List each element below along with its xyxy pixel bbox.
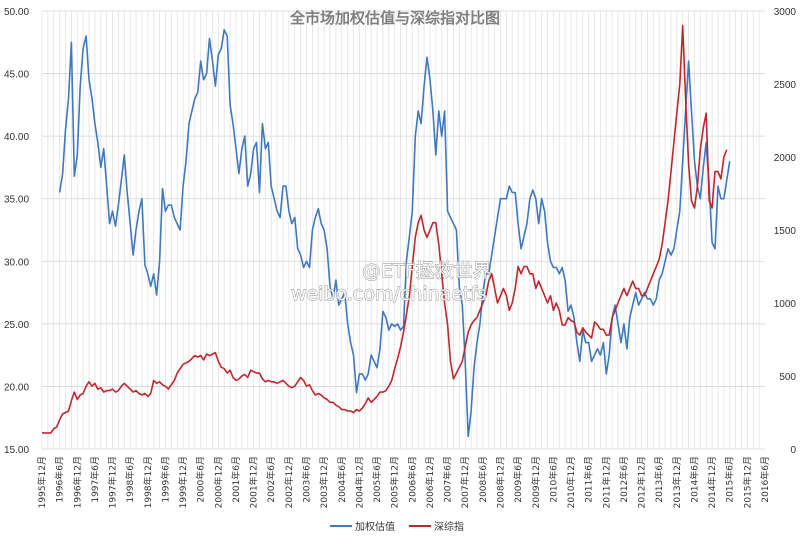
x-tick-label: 2014年6月 [688, 456, 700, 503]
legend-label: 深综指 [434, 520, 464, 533]
series-line-szse-composite [42, 24, 728, 434]
x-tick-label: 2003年12月 [318, 456, 330, 508]
x-tick-label: 2002年12月 [283, 456, 295, 508]
legend: 加权估值 深综指 [330, 520, 464, 533]
x-tick-label: 2011年12月 [600, 456, 612, 508]
right-y-tick-label: 2500 [774, 80, 797, 91]
chart-title: 全市场加权估值与深综指对比图 [289, 9, 500, 27]
x-tick-label: 2010年12月 [565, 456, 577, 508]
x-tick-label: 2007年6月 [442, 456, 454, 503]
x-tick-label: 2001年6月 [230, 456, 242, 503]
x-tick-label: 2000年6月 [195, 456, 207, 503]
left-y-tick-label: 30.00 [4, 257, 29, 268]
right-y-tick-label: 0 [790, 445, 796, 456]
x-tick-label: 2011年6月 [583, 456, 595, 503]
x-tick-label: 2013年12月 [671, 456, 683, 508]
watermark-handle: @ETF拯救世界 [362, 260, 492, 282]
x-tick-label: 1999年6月 [159, 456, 171, 503]
x-tick-label: 2014年12月 [706, 456, 718, 508]
x-tick-label: 1995年12月 [36, 456, 48, 508]
x-tick-label: 2013年6月 [653, 456, 665, 503]
right-y-tick-label: 500 [779, 372, 796, 383]
series-layer [42, 24, 731, 438]
x-tick-label: 2007年12月 [459, 456, 471, 508]
x-tick-label: 2016年6月 [759, 456, 771, 503]
x-tick-label: 1998年6月 [124, 456, 136, 503]
watermark-url: weibo.com/chinaetfs [291, 283, 487, 305]
x-tick-label: 2009年12月 [530, 456, 542, 508]
x-tick-label: 2002年6月 [265, 456, 277, 503]
x-tick-label: 1997年6月 [89, 456, 101, 503]
x-tick-label: 2008年6月 [477, 456, 489, 503]
x-axis: 1995年12月 1996年6月 1996年12月 1997年6月 1997年12月 19… [36, 456, 771, 508]
legend-label: 加权估值 [355, 520, 395, 533]
x-tick-label: 2004年12月 [353, 456, 365, 508]
left-y-tick-label: 45.00 [4, 70, 29, 81]
x-tick-label: 2009年6月 [512, 456, 524, 503]
x-tick-label: 2006年12月 [424, 456, 436, 508]
x-tick-label: 2015年12月 [741, 456, 753, 508]
legend-item: 加权估值 [330, 520, 395, 533]
right-y-tick-label: 3000 [774, 7, 797, 18]
x-tick-label: 1997年12月 [107, 456, 119, 508]
x-tick-label: 2001年12月 [248, 456, 260, 508]
x-tick-label: 1998年12月 [142, 456, 154, 508]
x-tick-label: 2005年12月 [389, 456, 401, 508]
left-y-tick-label: 50.00 [4, 7, 29, 18]
right-y-tick-label: 2000 [774, 153, 797, 164]
left-y-axis: 15.00 20.00 25.00 30.00 35.00 40.00 45.00 50.00 [4, 7, 29, 456]
x-tick-label: 2004年6月 [336, 456, 348, 503]
x-tick-label: 2000年12月 [212, 456, 224, 508]
x-tick-label: 1999年12月 [177, 456, 189, 508]
x-tick-label: 2006年6月 [406, 456, 418, 503]
x-tick-label: 2008年12月 [494, 456, 506, 508]
x-tick-label: 2012年6月 [618, 456, 630, 503]
left-y-tick-label: 20.00 [4, 382, 29, 393]
right-y-tick-label: 1000 [774, 299, 797, 310]
series-line-weighted-valuation [58, 28, 731, 438]
left-y-tick-label: 40.00 [4, 132, 29, 143]
x-tick-label: 2015年6月 [724, 456, 736, 503]
x-tick-label: 2010年6月 [547, 456, 559, 503]
x-tick-label: 2012年12月 [636, 456, 648, 508]
x-tick-label: 1996年6月 [54, 456, 66, 503]
x-tick-label: 2005年6月 [371, 456, 383, 503]
left-y-tick-label: 35.00 [4, 195, 29, 206]
legend-item: 深综指 [409, 520, 464, 533]
left-y-tick-label: 25.00 [4, 320, 29, 331]
left-y-tick-label: 15.00 [4, 445, 29, 456]
right-y-axis: 0 500 1000 1500 2000 2500 3000 [774, 7, 797, 456]
right-y-tick-label: 1500 [774, 226, 797, 237]
x-tick-label: 2003年6月 [301, 456, 313, 503]
x-tick-label: 1996年12月 [71, 456, 83, 508]
